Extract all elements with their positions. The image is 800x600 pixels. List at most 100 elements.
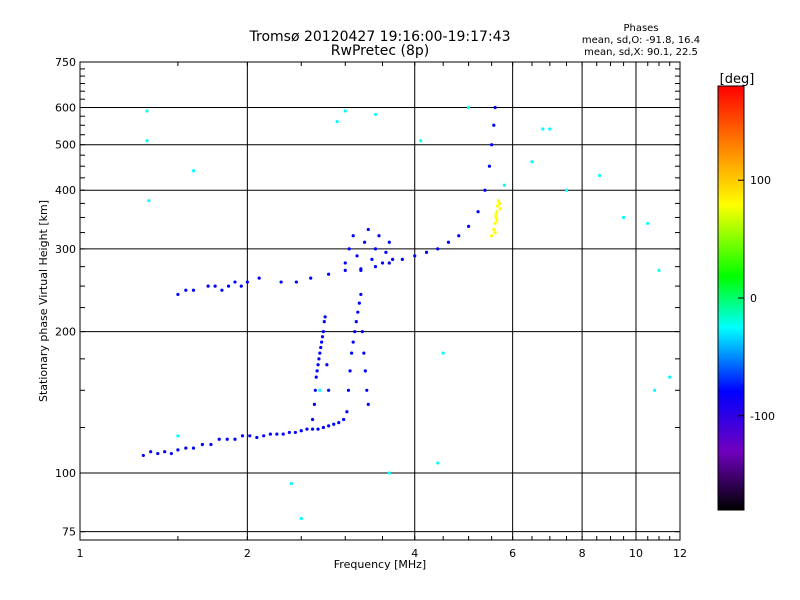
data-point	[281, 432, 285, 436]
data-point	[310, 417, 315, 422]
data-point	[163, 450, 167, 454]
data-point	[327, 424, 331, 428]
data-point	[313, 388, 317, 392]
data-point	[495, 218, 499, 222]
data-point	[424, 250, 429, 254]
data-point	[476, 210, 480, 214]
grid-lines	[80, 62, 680, 540]
data-point	[184, 288, 188, 292]
data-point	[145, 109, 149, 113]
data-point	[652, 388, 657, 392]
data-point	[176, 292, 180, 297]
data-point	[436, 461, 440, 465]
data-point	[226, 284, 231, 288]
colorbar-label: [deg]	[720, 72, 755, 87]
data-point	[316, 427, 320, 431]
data-point	[490, 143, 494, 147]
chart-subtitle: RwPretec (8p)	[331, 43, 429, 59]
data-point	[314, 375, 318, 379]
data-point	[362, 351, 366, 355]
data-point	[502, 183, 507, 187]
data-point	[657, 268, 661, 272]
data-point	[492, 227, 496, 232]
data-point	[495, 210, 499, 214]
data-point	[319, 345, 323, 350]
y-tick-label: 600	[55, 102, 76, 115]
data-point	[377, 234, 381, 238]
data-point	[646, 221, 650, 225]
data-point	[191, 288, 196, 292]
data-point	[147, 199, 151, 203]
data-point	[176, 434, 180, 438]
data-point	[184, 446, 188, 450]
colorbar: [deg] 100 0 -100	[717, 72, 775, 511]
data-point	[239, 284, 243, 288]
data-point	[323, 315, 327, 319]
data-point	[287, 430, 291, 435]
data-point	[233, 437, 237, 441]
phases-heading: Phases	[623, 23, 658, 34]
data-point	[310, 427, 315, 431]
data-point	[498, 207, 502, 211]
data-point	[279, 280, 283, 284]
data-point	[248, 434, 252, 438]
y-tick-label: 400	[55, 184, 76, 197]
data-point	[564, 188, 569, 192]
x-tick-label: 4	[411, 547, 418, 560]
data-point	[327, 272, 331, 276]
phases-line-x: mean, sd,X: 90.1, 22.5	[584, 47, 698, 58]
data-point	[321, 330, 325, 334]
data-point	[299, 516, 303, 521]
data-point	[493, 230, 497, 235]
data-point	[487, 164, 492, 168]
colorbar-tick-label: -100	[750, 410, 775, 423]
data-point	[348, 369, 352, 373]
data-point	[351, 340, 355, 344]
y-tick-label: 75	[62, 526, 76, 539]
data-point	[305, 427, 309, 431]
y-axis-label: Stationary phase Virtual Height [km]	[37, 200, 50, 402]
data-point	[346, 388, 351, 392]
data-point	[245, 280, 249, 284]
x-tick-label: 10	[629, 547, 643, 560]
data-point	[366, 227, 370, 232]
data-point	[350, 351, 354, 355]
data-point	[293, 430, 297, 435]
data-point	[483, 188, 487, 192]
data-point	[149, 450, 153, 454]
data-point	[315, 369, 319, 373]
data-point	[347, 247, 351, 251]
data-point	[493, 105, 497, 110]
data-point	[206, 284, 210, 288]
data-point	[169, 451, 173, 456]
y-tick-label: 100	[55, 467, 76, 480]
data-point	[387, 471, 391, 475]
data-point	[257, 276, 261, 280]
plot-frame	[79, 61, 681, 541]
data-point	[351, 234, 355, 238]
colorbar-tick-label: 0	[750, 292, 757, 305]
data-point	[373, 247, 378, 251]
data-point	[363, 369, 367, 373]
x-axis: 1 2 4 6 8 10 12	[77, 62, 687, 560]
data-point	[275, 432, 279, 436]
data-point	[325, 363, 329, 367]
data-point	[373, 265, 378, 269]
x-axis-label: Frequency [MHz]	[334, 558, 426, 571]
x-tick-label: 2	[244, 547, 251, 560]
data-point	[490, 234, 494, 238]
data-point	[322, 320, 326, 324]
data-point	[320, 340, 324, 344]
data-point	[335, 119, 339, 124]
data-point	[209, 442, 213, 447]
data-point	[541, 127, 545, 131]
data-point	[387, 261, 391, 265]
data-point	[191, 446, 196, 450]
data-point	[268, 432, 272, 436]
data-point	[354, 320, 358, 324]
data-point	[320, 335, 325, 339]
data-point	[220, 288, 224, 292]
data-point	[213, 284, 217, 288]
